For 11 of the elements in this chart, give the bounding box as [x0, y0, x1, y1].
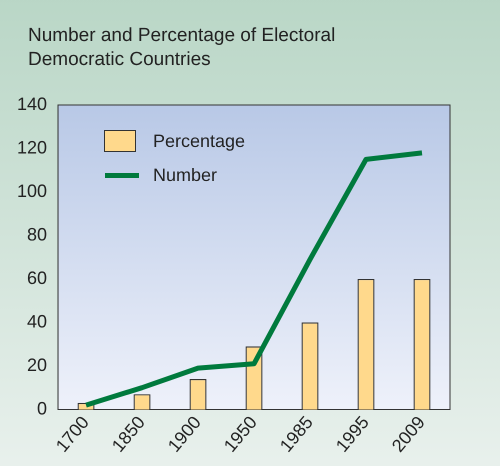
chart-title: Number and Percentage of Electoral Democratic Countries [28, 24, 336, 72]
y-tick-label: 60 [27, 268, 48, 288]
y-tick-label: 140 [16, 94, 48, 114]
y-tick-label: 120 [16, 137, 48, 158]
y-tick-label: 40 [27, 311, 48, 332]
y-tick-label: 20 [27, 354, 48, 375]
legend-label: Number [153, 164, 218, 186]
y-tick-label: 100 [16, 180, 48, 201]
legend-label: Percentage [153, 130, 246, 152]
y-tick-label: 0 [37, 398, 48, 418]
y-tick-label: 80 [27, 224, 48, 244]
